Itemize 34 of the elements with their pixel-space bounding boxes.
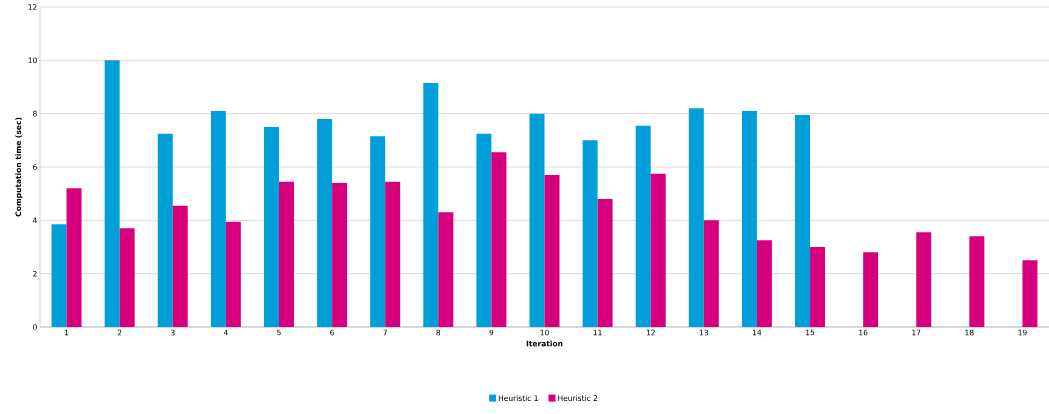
bar: [66, 188, 82, 327]
bar: [225, 221, 241, 327]
bar: [756, 240, 772, 327]
bar: [172, 205, 188, 327]
bar: [51, 224, 67, 327]
bar: [795, 115, 811, 327]
bar: [529, 113, 545, 327]
bar: [210, 111, 226, 327]
bar: [635, 125, 651, 327]
bar: [916, 232, 932, 327]
bar: [423, 83, 439, 327]
bar: [385, 181, 401, 327]
bar: [1022, 260, 1038, 327]
bar: [119, 228, 135, 327]
bar: [688, 108, 704, 327]
bar: [741, 111, 757, 327]
bar: [104, 60, 120, 327]
bar: [370, 136, 386, 327]
bar: [969, 236, 985, 327]
bar: [650, 173, 666, 327]
bar: [582, 140, 598, 327]
bar: [317, 119, 333, 327]
bar: [157, 133, 173, 327]
bar: [263, 127, 279, 327]
bar: [491, 152, 507, 327]
bar: [438, 212, 454, 327]
bar: [476, 133, 492, 327]
bar: [597, 199, 613, 327]
bar: [863, 252, 879, 327]
bar: [810, 247, 826, 327]
bar: [332, 183, 348, 327]
bar: [278, 181, 294, 327]
bar: [544, 175, 560, 327]
bar: [703, 220, 719, 327]
